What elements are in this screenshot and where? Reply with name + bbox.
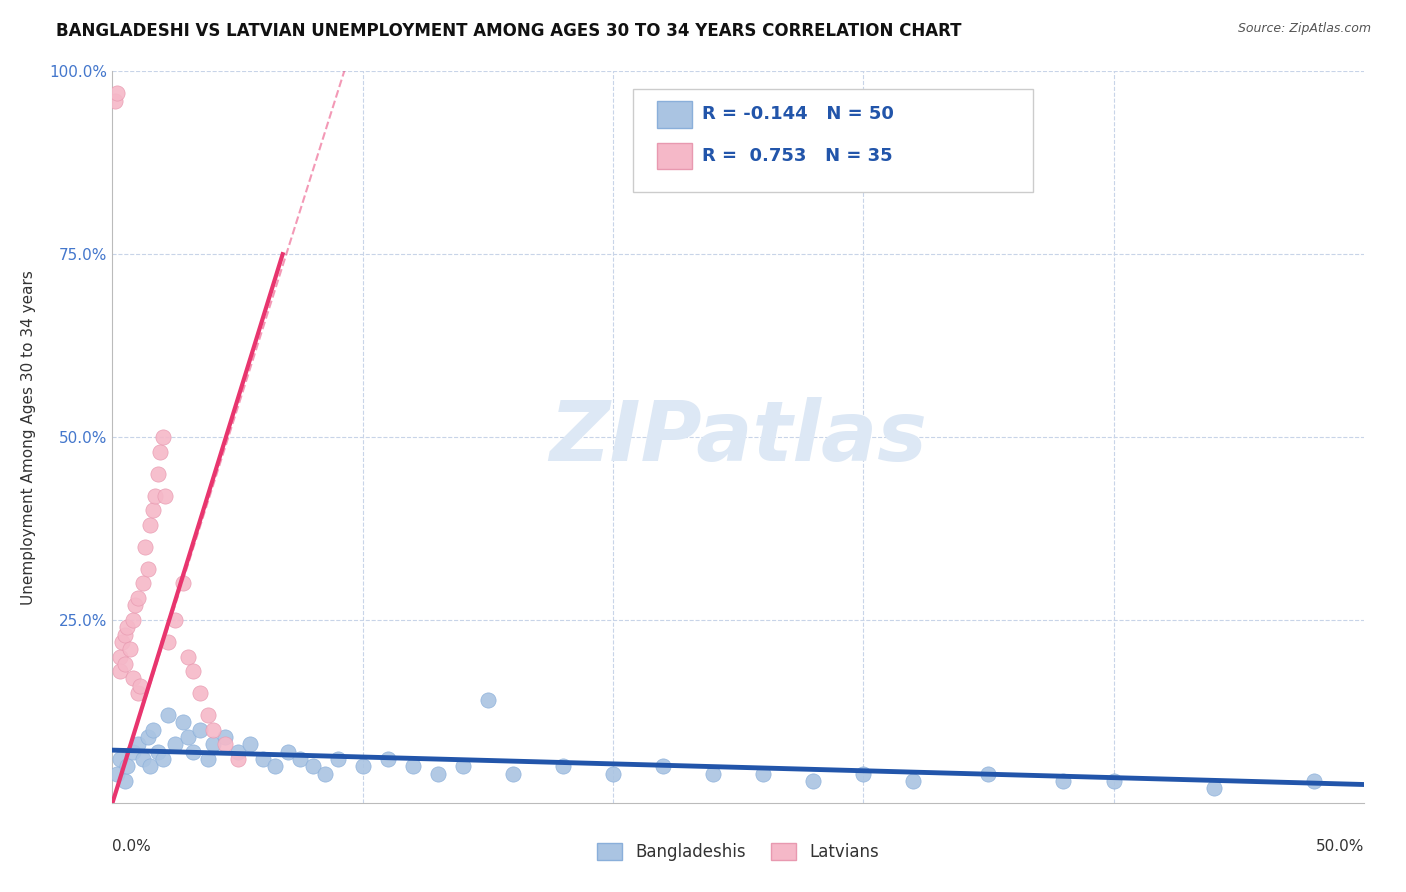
Point: [702, 766, 724, 780]
Point: [301, 759, 323, 773]
Point: [104, 94, 127, 108]
Text: R = -0.144   N = 50: R = -0.144 N = 50: [702, 105, 893, 123]
Point: [1202, 781, 1225, 796]
Point: [118, 642, 141, 657]
Point: [146, 467, 169, 481]
Point: [117, 759, 139, 773]
Point: [153, 489, 176, 503]
Point: [1102, 773, 1125, 788]
Point: [156, 708, 179, 723]
Point: [290, 752, 312, 766]
Point: [188, 723, 211, 737]
Point: [214, 730, 236, 744]
Point: [214, 737, 236, 751]
Point: [1052, 773, 1074, 788]
Point: [134, 540, 156, 554]
Point: [108, 649, 131, 664]
Point: [181, 745, 204, 759]
Point: [188, 686, 211, 700]
Point: [226, 752, 249, 766]
Point: [149, 444, 172, 458]
Point: [226, 745, 249, 759]
Point: [139, 517, 162, 532]
Text: 50.0%: 50.0%: [1316, 839, 1364, 855]
Point: [201, 723, 224, 737]
Point: [107, 87, 129, 101]
Point: [201, 737, 224, 751]
Legend: Bangladeshis, Latvians: Bangladeshis, Latvians: [591, 836, 886, 868]
Point: [264, 759, 287, 773]
Point: [131, 576, 153, 591]
Point: [108, 664, 131, 678]
Point: [277, 745, 299, 759]
Point: [402, 759, 425, 773]
Point: [477, 693, 499, 707]
Point: [131, 752, 153, 766]
Point: [163, 737, 186, 751]
Text: ZIPatlas: ZIPatlas: [550, 397, 927, 477]
Point: [121, 672, 143, 686]
Y-axis label: Unemployment Among Ages 30 to 34 years: Unemployment Among Ages 30 to 34 years: [21, 269, 35, 605]
Point: [252, 752, 274, 766]
Point: [152, 430, 174, 444]
Point: [377, 752, 399, 766]
Point: [141, 503, 163, 517]
Point: [801, 773, 824, 788]
Point: [127, 737, 149, 751]
Point: [114, 657, 136, 671]
Text: R =  0.753   N = 35: R = 0.753 N = 35: [702, 147, 893, 165]
Point: [652, 759, 675, 773]
Point: [114, 773, 136, 788]
Point: [124, 599, 146, 613]
Point: [121, 745, 143, 759]
Point: [176, 649, 198, 664]
Text: 0.0%: 0.0%: [112, 839, 152, 855]
Point: [1302, 773, 1324, 788]
Point: [314, 766, 336, 780]
Point: [172, 576, 194, 591]
Point: [121, 613, 143, 627]
Point: [136, 730, 159, 744]
Point: [197, 708, 219, 723]
Point: [156, 635, 179, 649]
Point: [602, 766, 624, 780]
Point: [114, 627, 136, 641]
Point: [977, 766, 1000, 780]
Point: [181, 664, 204, 678]
Point: [141, 723, 163, 737]
Point: [326, 752, 349, 766]
Point: [352, 759, 374, 773]
Point: [127, 686, 149, 700]
Point: [143, 489, 166, 503]
Point: [129, 679, 152, 693]
Point: [852, 766, 875, 780]
Point: [551, 759, 574, 773]
Point: [172, 715, 194, 730]
Point: [136, 562, 159, 576]
Point: [752, 766, 775, 780]
Point: [451, 759, 474, 773]
Point: [426, 766, 449, 780]
Point: [903, 773, 925, 788]
Point: [139, 759, 162, 773]
Point: [152, 752, 174, 766]
Text: BANGLADESHI VS LATVIAN UNEMPLOYMENT AMONG AGES 30 TO 34 YEARS CORRELATION CHART: BANGLADESHI VS LATVIAN UNEMPLOYMENT AMON…: [56, 22, 962, 40]
Point: [146, 745, 169, 759]
Point: [176, 730, 198, 744]
Point: [107, 766, 129, 780]
Point: [502, 766, 524, 780]
Point: [239, 737, 262, 751]
Text: Source: ZipAtlas.com: Source: ZipAtlas.com: [1237, 22, 1371, 36]
Point: [197, 752, 219, 766]
Point: [111, 635, 134, 649]
Point: [117, 620, 139, 634]
Point: [163, 613, 186, 627]
Point: [108, 752, 131, 766]
Point: [127, 591, 149, 605]
